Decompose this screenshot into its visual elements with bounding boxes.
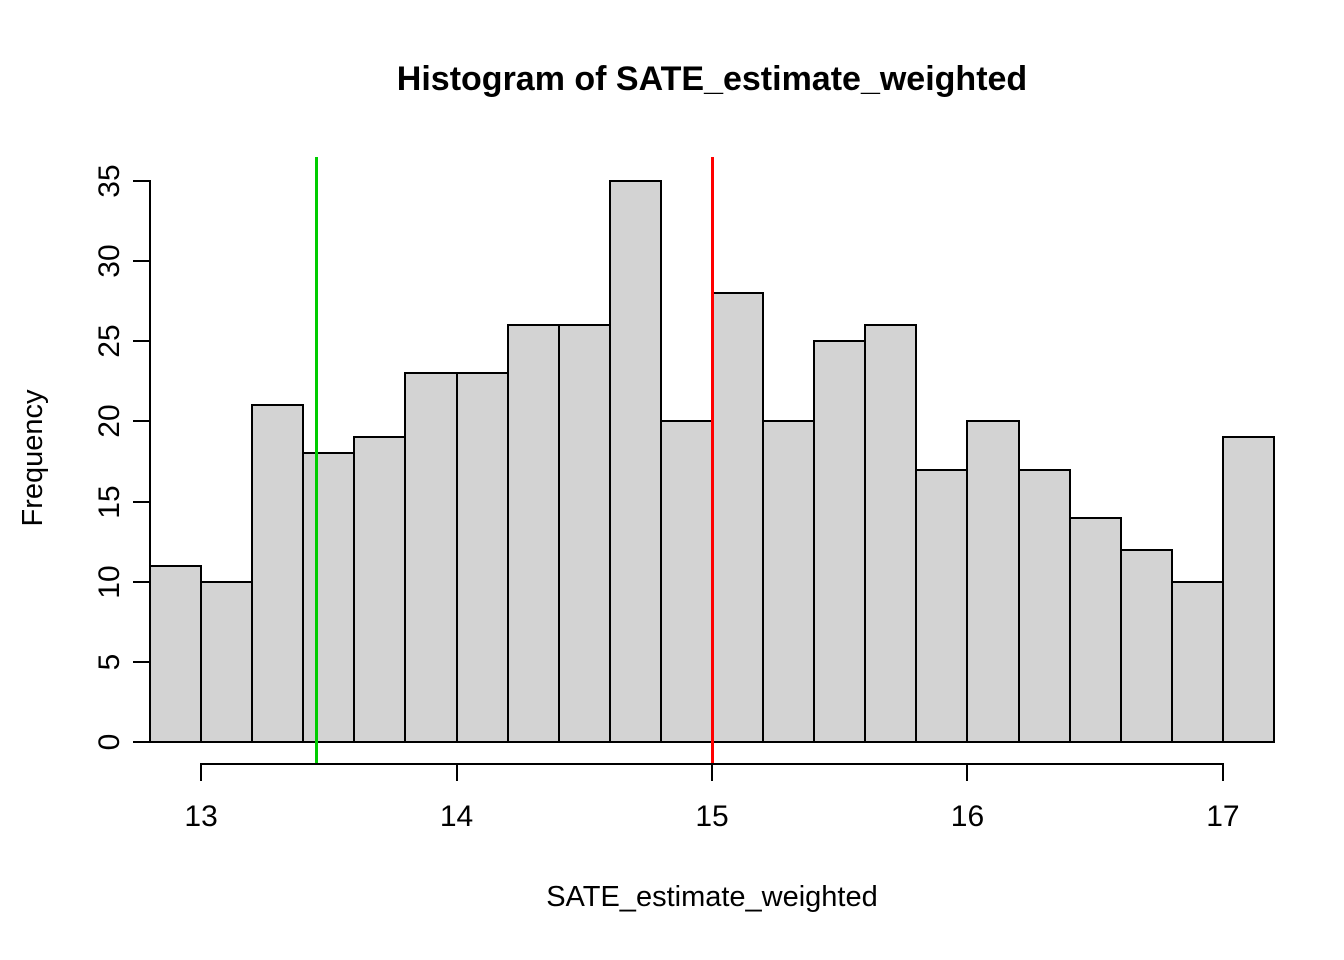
y-axis-tick bbox=[133, 741, 149, 743]
histogram-bar bbox=[966, 420, 1020, 743]
histogram-bar bbox=[864, 324, 918, 743]
x-axis-tick bbox=[711, 765, 713, 781]
x-tick-label: 16 bbox=[950, 800, 985, 833]
x-axis-tick bbox=[1221, 765, 1224, 781]
plot-region bbox=[149, 157, 1275, 765]
y-axis-tick bbox=[133, 660, 149, 663]
y-axis-tick bbox=[133, 580, 149, 583]
y-tick-label: 10 bbox=[93, 565, 126, 599]
y-axis-tick bbox=[133, 260, 149, 263]
histogram-bar bbox=[1017, 468, 1071, 743]
histogram-bar bbox=[608, 180, 662, 743]
histogram-bar bbox=[1170, 580, 1224, 743]
histogram-bar bbox=[506, 324, 560, 743]
histogram-bar bbox=[455, 372, 509, 743]
x-tick-label: 13 bbox=[184, 800, 218, 833]
y-tick-label: 20 bbox=[93, 404, 126, 439]
x-tick-label: 17 bbox=[1206, 800, 1240, 833]
histogram-bar bbox=[711, 292, 765, 743]
histogram-bar bbox=[353, 436, 407, 743]
x-axis-tick bbox=[455, 765, 458, 781]
y-tick-label: 15 bbox=[93, 484, 126, 519]
histogram-bar bbox=[1221, 436, 1275, 743]
histogram-bar bbox=[302, 452, 356, 743]
y-tick-label: 0 bbox=[93, 733, 126, 751]
y-axis-tick bbox=[133, 500, 149, 503]
histogram-bar bbox=[915, 468, 969, 743]
y-tick-label: 25 bbox=[93, 324, 126, 358]
histogram-bar bbox=[659, 420, 713, 743]
x-tick-label: 15 bbox=[695, 800, 729, 833]
histogram-bar bbox=[1068, 516, 1122, 743]
y-axis-tick bbox=[133, 340, 149, 343]
histogram-bar bbox=[762, 420, 816, 743]
histogram-bar bbox=[557, 324, 611, 743]
histogram-bar bbox=[251, 404, 305, 743]
x-axis-label: SATE_estimate_weighted bbox=[546, 881, 878, 913]
y-tick-label: 5 bbox=[93, 653, 126, 671]
y-axis-tick bbox=[133, 420, 149, 423]
y-tick-label: 30 bbox=[93, 244, 126, 278]
y-axis-tick bbox=[133, 180, 149, 182]
x-axis-tick bbox=[200, 765, 203, 781]
y-axis-label: Frequency bbox=[17, 389, 49, 527]
histogram-bar bbox=[1119, 548, 1173, 743]
histogram-bar bbox=[813, 340, 867, 743]
x-tick-label: 14 bbox=[439, 800, 474, 833]
histogram-bar bbox=[149, 564, 203, 743]
histogram-bar bbox=[200, 580, 254, 743]
y-axis-line bbox=[149, 180, 151, 743]
red-vline bbox=[710, 157, 714, 765]
chart-title: Histogram of SATE_estimate_weighted bbox=[396, 60, 1028, 98]
green-vline bbox=[314, 157, 318, 765]
x-axis-line bbox=[200, 763, 1224, 765]
histogram-bar bbox=[404, 372, 458, 743]
x-axis-tick bbox=[966, 765, 969, 781]
y-tick-label: 35 bbox=[93, 164, 126, 198]
